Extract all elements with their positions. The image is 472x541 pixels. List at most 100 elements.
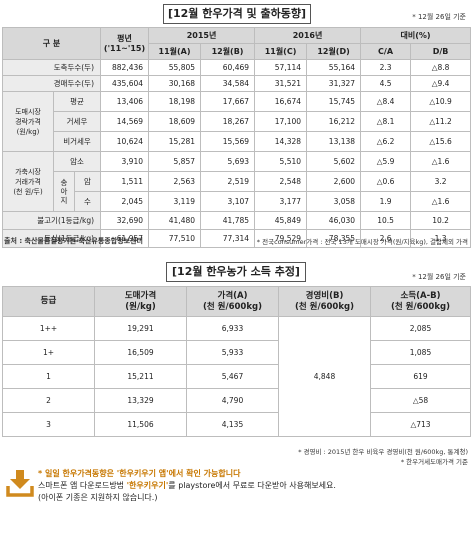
cell: 6,933 <box>186 316 279 341</box>
cell: 1.9 <box>360 191 412 212</box>
cell: 3,177 <box>254 191 308 212</box>
grade-cell: 1++ <box>2 316 95 341</box>
table-row: 경매두수(두) 435,604 30,168 34,584 31,521 31,… <box>1 75 472 92</box>
cell: 3,119 <box>148 191 202 212</box>
price-trend-table: 구 분 평년 ('11~'15) 2015년 2016년 대비(%) 11월(A… <box>1 27 472 248</box>
cell: 14,328 <box>254 131 308 152</box>
wholesale-group-label: 도매시장 경락가격 (원/kg) <box>2 91 54 152</box>
cell: 13,406 <box>100 91 150 112</box>
cell: 1.3 <box>410 229 472 248</box>
cell: 55,164 <box>306 59 362 76</box>
income-table: 등급 도매가격 (원/kg) 가격(A) (천 원/600kg) 경영비(B) … <box>2 286 471 437</box>
cell: 435,604 <box>100 75 150 92</box>
row-label: 평균 <box>52 91 102 112</box>
row-label: 수 <box>73 191 102 212</box>
table-row: 비거세우 10,624 15,281 15,569 14,328 13,138 … <box>3 131 472 152</box>
basis-note: * 한우거세도매가격 기준 <box>400 458 468 466</box>
cell: 3,058 <box>306 191 362 212</box>
cell: 2,519 <box>200 171 256 192</box>
download-icon <box>6 468 34 498</box>
cell: 18,609 <box>148 111 202 132</box>
header-2015: 2015년 <box>148 27 256 44</box>
cell: △8.4 <box>360 91 412 112</box>
row-label: 암 <box>73 171 102 192</box>
cell: 13,329 <box>94 388 187 413</box>
cell: 10.2 <box>410 211 472 230</box>
cell: △58 <box>370 388 471 413</box>
download-instructions-prefix: 스마트폰 앱 다운로드방법 <box>38 481 127 490</box>
cell: △8.1 <box>360 111 412 132</box>
grade-cell: 2 <box>2 388 95 413</box>
cell: 882,436 <box>100 59 150 76</box>
iphone-note: (아이폰 기종은 지원하지 않습니다.) <box>38 493 158 502</box>
header-db: D/B <box>410 43 472 60</box>
cell: 77,510 <box>148 229 202 248</box>
table-row: 1++ 19,291 6,933 4,848 2,085 <box>2 316 471 437</box>
table-row: 3 11,506 4,135 △713 <box>2 412 471 437</box>
app-name: '한우키우기' <box>126 481 169 490</box>
cell: △1.6 <box>410 191 472 212</box>
table-row: 도축두수(두) 882,436 55,805 60,469 57,114 55,… <box>1 59 472 76</box>
cell: △15.6 <box>410 131 472 152</box>
cell: 55,805 <box>148 59 202 76</box>
cell: 3,107 <box>200 191 256 212</box>
table-row: 1+ 16,509 5,933 1,085 <box>2 340 471 365</box>
section2-date-note: * 12월 26일 기준 <box>412 273 466 281</box>
header-grade: 등급 <box>2 286 95 317</box>
header-income: 소득(A-B) (천 원/600kg) <box>370 286 471 317</box>
cell: 5,602 <box>306 151 362 172</box>
cell: 3.2 <box>410 171 472 192</box>
cell: 30,168 <box>148 75 202 92</box>
cell: △9.4 <box>410 75 472 92</box>
cell: 57,114 <box>254 59 308 76</box>
header-dec-d: 12월(D) <box>306 43 362 60</box>
cell: 17,100 <box>254 111 308 132</box>
header-nov-a: 11월(A) <box>148 43 202 60</box>
source-note: 출처 : 축산물품질평가원 축산유통종합정보센터 <box>4 237 143 245</box>
cell: 34,584 <box>200 75 256 92</box>
cell: 2,045 <box>100 191 150 212</box>
cell: 19,291 <box>94 316 187 341</box>
cell: 4,135 <box>186 412 279 437</box>
app-info-section: * 일일 한우가격동향은 '한우키우기 앱'에서 확인 가능합니다 스마트폰 앱… <box>0 462 472 541</box>
header-wholesale: 도매가격 (원/kg) <box>94 286 187 317</box>
cell: 15,745 <box>306 91 362 112</box>
header-category: 구 분 <box>1 27 102 60</box>
header-dec-b: 12월(B) <box>200 43 256 60</box>
cell: 619 <box>370 364 471 389</box>
table-row: 불고기(1등급/kg) 32,690 41,480 41,785 45,849 … <box>1 211 472 230</box>
cell: 10,624 <box>100 131 150 152</box>
section1-date-note: * 12월 26일 기준 <box>412 13 466 21</box>
row-label: 비거세우 <box>52 131 102 152</box>
row-label: 암소 <box>52 151 102 172</box>
table-row: 1 15,211 5,467 619 <box>2 364 471 389</box>
header-2016: 2016년 <box>254 27 362 44</box>
table-row: 송 아 지 암 1,511 2,563 2,519 2,548 2,600 △0… <box>3 171 472 212</box>
header-avg: 평년 ('11~'15) <box>100 27 150 60</box>
cell: 2,085 <box>370 316 471 341</box>
cell: △1.6 <box>410 151 472 172</box>
cell: 5,467 <box>186 364 279 389</box>
cell: 2,548 <box>254 171 308 192</box>
table-row: 가축시장 거래가격 (천 원/두) 암소 3,910 5,857 5,693 5… <box>2 151 472 212</box>
cell: 16,674 <box>254 91 308 112</box>
cell: 18,267 <box>200 111 256 132</box>
grade-cell: 1+ <box>2 340 95 365</box>
grade-cell: 1 <box>2 364 95 389</box>
cell: 46,030 <box>306 211 362 230</box>
cell: 1,085 <box>370 340 471 365</box>
calf-label: 송 아 지 <box>53 171 75 212</box>
cell: 5,510 <box>254 151 308 172</box>
cell: 2.3 <box>360 59 412 76</box>
cell: 4.5 <box>360 75 412 92</box>
table-row: 거세우 14,569 18,609 18,267 17,100 16,212 △… <box>3 111 472 132</box>
cell: 15,281 <box>148 131 202 152</box>
table-row: 도매시장 경락가격 (원/kg) 평균 13,406 18,198 17,667… <box>2 91 472 152</box>
farm-group-label: 가축시장 거래가격 (천 원/두) <box>2 151 54 212</box>
section2-title: [12월 한우농가 소득 추정] <box>166 262 306 282</box>
cell: 18,198 <box>148 91 202 112</box>
cell: 77,314 <box>200 229 256 248</box>
cell: 16,509 <box>94 340 187 365</box>
row-label: 등심(1등급/kg) <box>1 229 102 248</box>
cell: 1,511 <box>100 171 150 192</box>
